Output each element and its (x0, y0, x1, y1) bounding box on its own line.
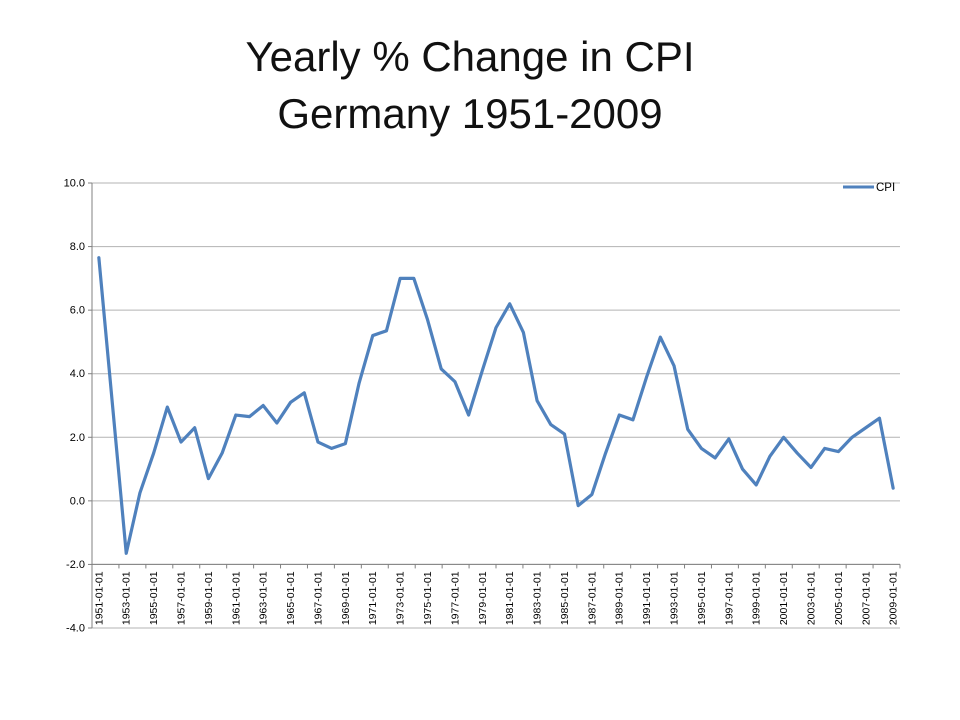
x-tick-label: 1973-01-01 (395, 571, 407, 625)
x-tick-label: 1953-01-01 (121, 571, 133, 625)
x-tick-label: 1967-01-01 (312, 571, 324, 625)
cpi-series-polyline (97, 256, 895, 555)
y-tick-label: 8.0 (70, 241, 85, 253)
x-tick-label: 1951-01-01 (93, 571, 105, 625)
x-tick-label: 1987-01-01 (586, 571, 598, 625)
y-axis-labels: 10.0 8.0 6.0 4.0 2.0 0.0 -2.0 -4.0 (64, 178, 85, 635)
x-tick-label: 1977-01-01 (449, 571, 461, 625)
title-line-1: Yearly % Change in CPI (245, 33, 695, 80)
y-tick-label: 6.0 (70, 305, 85, 317)
x-tick-label: 1957-01-01 (176, 571, 188, 625)
axes (88, 182, 901, 629)
x-tick-label: 2009-01-01 (888, 571, 900, 625)
x-tick-label: 2005-01-01 (833, 571, 845, 625)
gridlines (92, 182, 900, 629)
x-tick-label: 1989-01-01 (614, 571, 626, 625)
x-tick-label: 1981-01-01 (504, 571, 516, 625)
title-line-2: Germany 1951-2009 (277, 90, 663, 137)
x-tick-label: 1995-01-01 (696, 571, 708, 625)
legend: CPI (843, 182, 895, 194)
x-axis-labels: 1951-01-01 1953-01-01 1955-01-01 1957-01-01… (93, 571, 899, 625)
x-tick-label: 1979-01-01 (477, 571, 489, 625)
x-tick-label: 1993-01-01 (669, 571, 681, 625)
x-tick-label: 1971-01-01 (367, 571, 379, 625)
x-tick-label: 1965-01-01 (285, 571, 297, 625)
x-tick-label: 1997-01-01 (723, 571, 735, 625)
x-tick-label: 2003-01-01 (805, 571, 817, 625)
x-tick-label: 1969-01-01 (340, 571, 352, 625)
x-tick-label: 1991-01-01 (641, 571, 653, 625)
y-tick-label: 4.0 (70, 368, 85, 380)
x-tick-label: 2001-01-01 (778, 571, 790, 625)
x-tick-label: 1999-01-01 (751, 571, 763, 625)
y-tick-label: 0.0 (70, 495, 85, 507)
x-tick-label: 1975-01-01 (422, 571, 434, 625)
x-tick-label: 1959-01-01 (203, 571, 215, 625)
y-tick-label: 10.0 (64, 178, 85, 190)
x-tick-label: 1985-01-01 (559, 571, 571, 625)
x-tick-label: 1963-01-01 (258, 571, 270, 625)
y-tick-label: -2.0 (66, 559, 85, 571)
y-tick-label: -4.0 (66, 623, 85, 635)
y-tick-label: 2.0 (70, 432, 85, 444)
x-tick-label: 1983-01-01 (532, 571, 544, 625)
x-tick-label: 1955-01-01 (148, 571, 160, 625)
x-tick-label: 2007-01-01 (860, 571, 872, 625)
chart-title: Yearly % Change in CPI Germany 1951-2009 (0, 28, 940, 142)
x-tick-label: 1961-01-01 (230, 571, 242, 625)
legend-label: CPI (876, 182, 895, 194)
cpi-data-line (97, 256, 895, 555)
